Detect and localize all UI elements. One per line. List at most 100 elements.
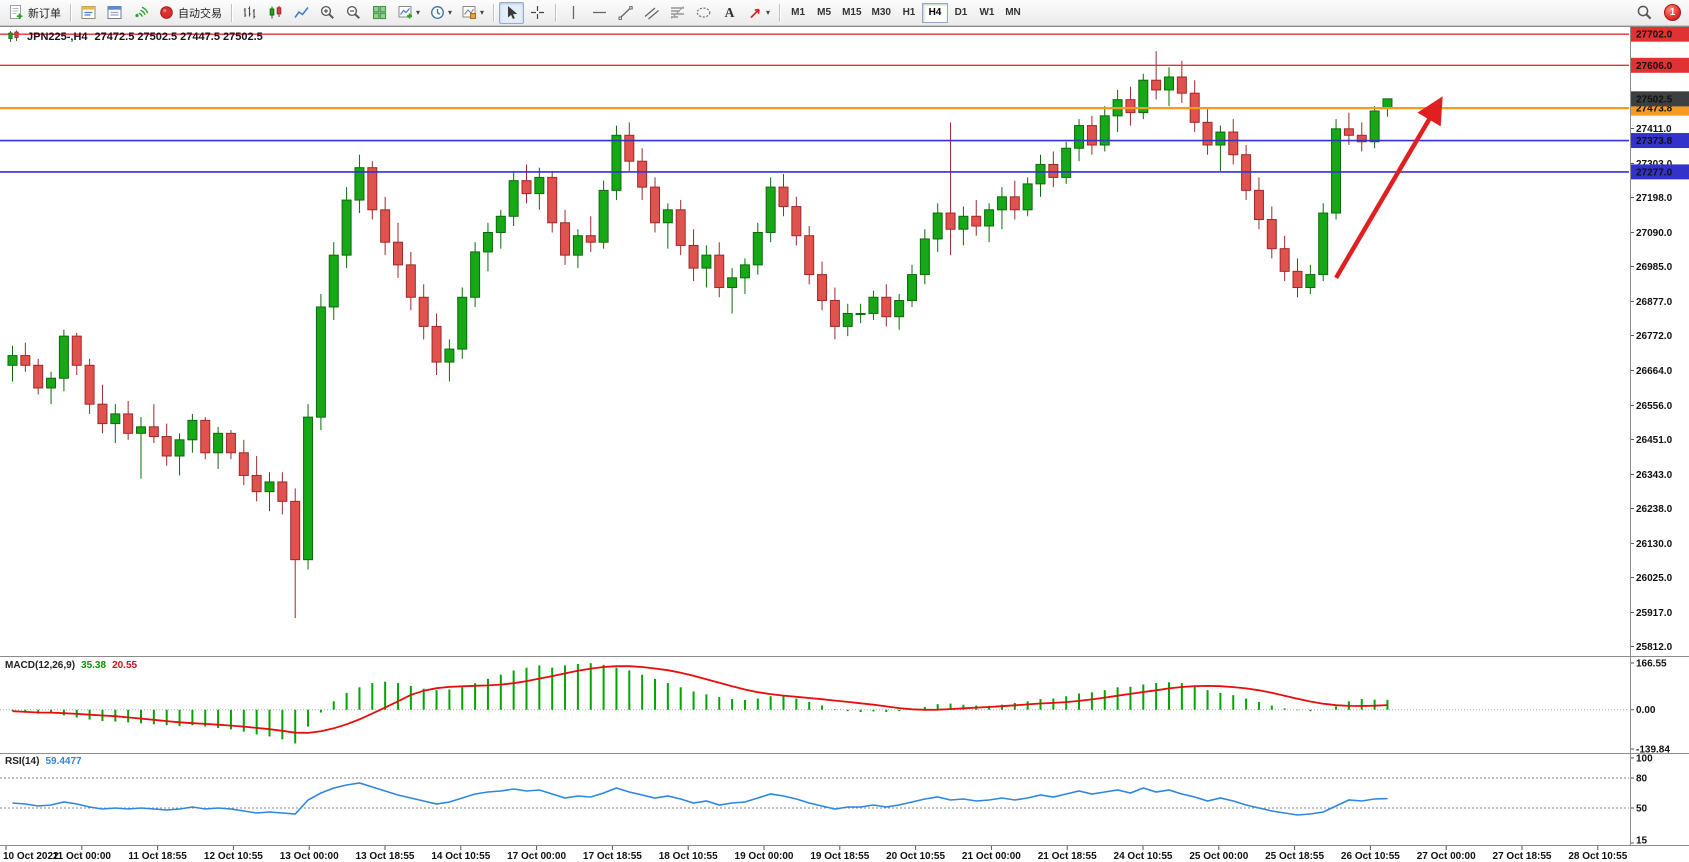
macd-signal-line — [12, 665, 1388, 734]
candle — [1112, 89, 1123, 133]
candle — [996, 187, 1007, 230]
shapes-icon — [696, 7, 711, 18]
timeframe-toolbar: M1 M5 M15 M30 H1 H4 D1 W1 MN — [785, 2, 1026, 23]
text-tool-button[interactable]: A — [717, 2, 742, 24]
new-order-label: 新订单 — [28, 7, 61, 20]
candle — [148, 404, 159, 444]
timeframe-h1-button[interactable]: H1 — [896, 3, 922, 23]
time-axis-label: 26 Oct 10:55 — [1341, 851, 1400, 862]
fibonacci-button[interactable] — [665, 2, 690, 24]
zoom-out-button[interactable] — [341, 2, 366, 24]
timeframe-m15-button[interactable]: M15 — [837, 3, 866, 23]
macd-scale-label: 0.00 — [1636, 705, 1656, 716]
timeframe-m30-button[interactable]: M30 — [867, 3, 896, 23]
candle — [1202, 109, 1213, 155]
candle — [521, 164, 532, 204]
candle — [1189, 80, 1200, 133]
arrows-tool-button[interactable]: ▾ — [743, 2, 774, 24]
candle — [1343, 112, 1354, 146]
candle — [431, 313, 442, 376]
candle — [303, 404, 314, 570]
bar-chart-button[interactable] — [237, 2, 262, 24]
candle — [457, 287, 468, 359]
time-axis-label: 25 Oct 18:55 — [1265, 851, 1324, 862]
timeframe-h4-button[interactable]: H4 — [921, 2, 948, 23]
candle — [881, 284, 892, 327]
candle — [560, 209, 571, 265]
trend-arrow-annotation[interactable] — [1334, 96, 1443, 279]
timeframe-w1-button[interactable]: W1 — [974, 3, 1000, 23]
timeframe-m5-button[interactable]: M5 — [811, 3, 837, 23]
cursor-button[interactable] — [499, 1, 525, 24]
candle — [572, 229, 583, 269]
candle — [84, 358, 95, 414]
navigator-icon — [135, 6, 149, 18]
candle — [1151, 51, 1162, 100]
chevron-down-icon: ▾ — [448, 8, 453, 17]
zoom-out-icon — [346, 5, 360, 19]
chart-canvas[interactable]: 27411.027303.027198.027090.026985.026877… — [0, 26, 1689, 862]
price-axis-label: 26451.0 — [1636, 435, 1673, 446]
channel-button[interactable] — [639, 2, 664, 24]
period-button[interactable]: ▾ — [425, 2, 456, 24]
candle — [675, 200, 686, 256]
tile-windows-icon — [373, 6, 387, 20]
candle — [46, 371, 57, 405]
toolbar-separator — [231, 3, 232, 22]
candle — [894, 294, 905, 330]
candlestick-chart-button[interactable] — [263, 2, 288, 24]
trendline-icon — [618, 6, 633, 20]
price-axis-label: 27090.0 — [1636, 228, 1673, 239]
price-axis-label: 26985.0 — [1636, 262, 1673, 273]
time-axis-label: 17 Oct 00:00 — [507, 851, 566, 862]
candle — [932, 203, 943, 252]
new-chart-button[interactable]: ▾ — [393, 2, 424, 24]
data-window-icon — [107, 6, 122, 19]
zoom-in-button[interactable] — [315, 2, 340, 24]
shapes-button[interactable] — [691, 2, 716, 24]
candle — [958, 206, 969, 246]
candle — [213, 426, 224, 469]
horizontal-line-button[interactable] — [587, 2, 612, 24]
toolbar-separator — [493, 3, 495, 22]
candle — [1009, 180, 1020, 220]
price-axis-label: 27411.0 — [1636, 124, 1672, 135]
search-button[interactable] — [1632, 2, 1657, 24]
templates-button[interactable]: ▾ — [457, 2, 488, 24]
candle — [33, 358, 44, 395]
candle — [97, 384, 108, 434]
candle — [58, 329, 69, 392]
vertical-line-button[interactable] — [561, 2, 586, 24]
new-order-button[interactable]: 新订单 — [4, 2, 65, 24]
candle — [945, 122, 956, 256]
channel-icon — [644, 7, 659, 20]
data-window-button[interactable] — [102, 2, 127, 24]
market-watch-button[interactable] — [76, 2, 101, 24]
price-badge — [1630, 57, 1689, 73]
candle — [1356, 122, 1367, 152]
candle — [470, 242, 481, 307]
line-chart-button[interactable] — [289, 2, 314, 24]
fibonacci-icon — [671, 6, 685, 19]
navigator-button[interactable] — [128, 2, 153, 24]
time-axis-label: 11 Oct 00:00 — [53, 851, 112, 862]
new-chart-icon — [398, 6, 412, 19]
tile-windows-button[interactable] — [367, 2, 392, 24]
time-axis-label: 19 Oct 18:55 — [810, 851, 869, 862]
trendline-button[interactable] — [613, 2, 638, 24]
candle — [444, 339, 455, 382]
horizontal-line-icon — [593, 11, 607, 14]
autotrading-button[interactable]: 自动交易 — [154, 2, 226, 24]
candle — [714, 242, 725, 298]
candle — [1292, 258, 1303, 298]
time-axis-label: 10 Oct 2022 — [3, 851, 59, 862]
timeframe-mn-button[interactable]: MN — [1000, 3, 1026, 23]
timeframe-m1-button[interactable]: M1 — [785, 3, 811, 23]
candle — [1022, 177, 1033, 217]
timeframe-d1-button[interactable]: D1 — [948, 3, 974, 23]
crosshair-button[interactable] — [525, 2, 550, 24]
price-badge — [1630, 26, 1689, 42]
notification-badge[interactable]: 1 — [1664, 4, 1681, 21]
candle — [650, 177, 660, 233]
candle — [727, 268, 738, 314]
